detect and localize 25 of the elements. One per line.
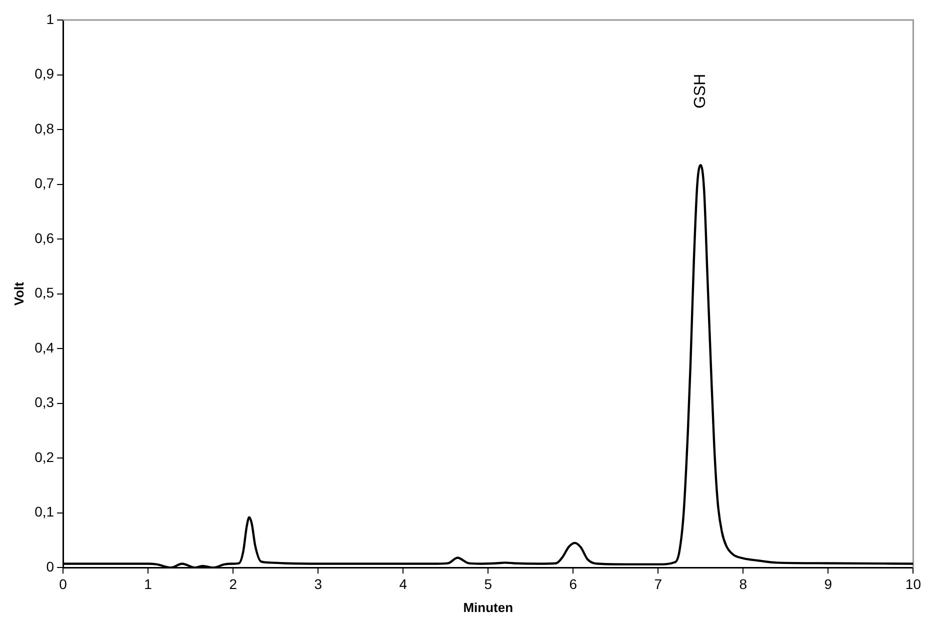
y-tick-label: 0,9: [34, 66, 54, 82]
x-tick-label: 2: [229, 576, 238, 592]
x-tick-label: 7: [654, 576, 662, 592]
annotation: GSH: [692, 74, 710, 109]
x-tick-label: 10: [905, 576, 922, 592]
x-tick-label: 1: [144, 576, 152, 592]
y-tick-label: 0,5: [34, 284, 54, 301]
y-axis-title: Volt: [11, 281, 26, 306]
x-tick-label: 0: [59, 576, 68, 592]
x-tick-label: 6: [569, 576, 578, 592]
y-tick-label: 0,6: [34, 230, 54, 246]
y-tick-label: 0,3: [34, 394, 54, 410]
y-tick-label: 0: [46, 558, 54, 574]
x-axis-title: Minuten: [463, 600, 514, 615]
x-tick-label: 4: [399, 576, 408, 592]
y-tick-label: 0,8: [34, 120, 54, 136]
x-tick-label: 5: [484, 576, 492, 592]
y-tick-label: 1: [46, 10, 54, 27]
y-tick-label: 0,7: [34, 175, 54, 192]
y-tick-label: 0,1: [34, 504, 54, 520]
x-tick-label: 9: [824, 576, 832, 592]
y-tick-label: 0,2: [34, 448, 54, 465]
x-tick-label: 3: [314, 576, 322, 592]
y-tick-label: 0,4: [34, 339, 54, 356]
x-tick-label: 8: [739, 576, 748, 592]
